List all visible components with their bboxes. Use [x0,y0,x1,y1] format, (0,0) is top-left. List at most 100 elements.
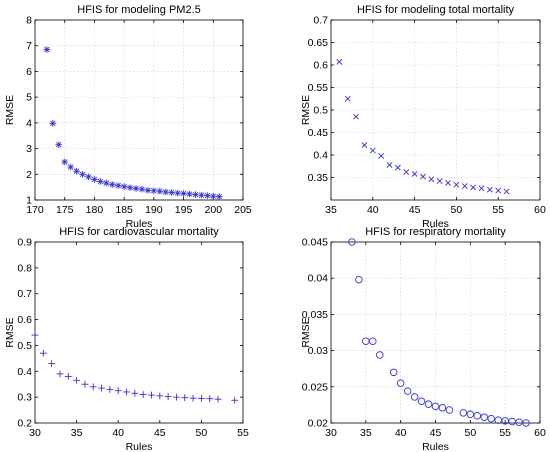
chart-1-ytick-label: 5 [26,92,32,104]
chart-4-point [473,412,482,420]
chart-3-point [81,380,89,388]
chart-1-point [215,193,223,200]
chart-1-point [209,192,217,200]
chart-1-ytick-label: 3 [26,143,32,155]
chart-2-ytick-label: 0.7 [313,15,328,27]
chart-4-xtick-label: 45 [430,427,442,439]
chart-1-ytick-label: 1 [26,195,32,207]
chart-4-point [348,238,356,246]
chart-3-xtick-label: 30 [29,427,41,439]
chart-1-point [162,188,170,196]
chart-1-title: HFIS for modeling PM2.5 [77,4,201,16]
chart-2-point [503,188,510,195]
chart-1-point [186,190,193,198]
chart-1-xtick-label: 200 [205,204,223,216]
chart-2-plot-area [331,20,540,200]
chart-1-ylabel: RMSE [4,95,16,125]
chart-1-point [103,179,110,187]
chart-1-point [108,181,116,188]
chart-4-point [522,419,530,427]
chart-3-point [123,388,130,396]
chart-2-point [394,164,401,171]
chart-2-point [361,142,368,149]
chart-1-point [43,46,51,53]
chart-3-point [106,385,114,393]
chart-4-ytick-label: 0.03 [308,345,329,357]
chart-1-point [126,184,134,191]
chart-2-point [411,170,418,177]
chart-4-ylabel: RMSE [300,317,312,347]
chart-4-point [396,379,405,387]
chart-1-point [91,176,98,183]
chart-1-point [150,187,158,195]
chart-1-ytick-label: 2 [26,169,32,181]
chart-4-point [480,413,489,421]
chart-3-xtick-label: 50 [196,427,208,439]
chart-2-ytick-label: 0.35 [308,172,329,184]
chart-3-ytick-label: 0.5 [17,340,32,352]
chart-3-point [231,396,239,404]
chart-2-xlabel: Rules [422,218,449,230]
chart-4-point [355,275,363,284]
chart-3-point [181,394,189,402]
chart-2-ytick-label: 0.45 [308,127,329,139]
chart-2-ytick-label: 0.4 [313,150,328,162]
chart-2-point [336,58,343,65]
chart-1-ytick-label: 7 [26,40,32,52]
chart-2-xtick-label: 60 [534,204,546,216]
chart-2-point [344,95,351,102]
chart-3-point [89,383,97,391]
chart-1-point [49,120,57,127]
chart-1-xtick-label: 170 [26,204,44,216]
chart-3-point [64,373,72,380]
chart-3-point [148,391,155,399]
chart-1-point [204,192,211,199]
chart-1-axes-frame [34,19,244,201]
chart-4-point [466,410,475,419]
chart-4-xtick-label: 50 [464,427,476,439]
chart-3-point [206,395,214,403]
chart-1-point [156,187,164,195]
chart-4-point [487,414,495,423]
chart-4-ytick-label: 0.045 [302,237,328,249]
chart-3-point [156,392,164,400]
chart-1-xlabel: Rules [126,218,153,230]
chart-1-point [132,185,140,192]
chart-2-point [378,152,385,159]
chart-4-point [431,402,440,411]
chart-3-ytick-label: 0.3 [17,392,32,404]
chart-1-point [61,158,69,166]
chart-3-point [31,331,39,339]
chart-2-xtick-label: 35 [325,204,337,216]
chart-3-ytick-label: 0.8 [17,262,32,274]
chart-1-xtick-label: 185 [115,204,133,216]
chart-3-point [189,394,197,402]
chart-1-point [144,186,152,194]
chart-2-ylabel: RMSE [300,95,312,125]
chart-2-ytick-label: 0.5 [313,105,328,117]
chart-4-xlabel: Rules [422,441,449,452]
chart-1-point [97,178,104,185]
chart-4-point [410,393,419,401]
chart-4-point [389,368,398,377]
chart-1-ytick-label: 8 [26,15,32,27]
chart-4-xtick-label: 60 [534,427,546,439]
chart-2-point [445,179,451,186]
chart-2-point [386,161,393,168]
chart-2-point [436,178,443,185]
chart-4-point [445,406,454,414]
chart-4-title: HFIS for respiratory mortality [365,226,506,238]
chart-3-xtick-label: 55 [237,427,249,439]
chart-4-plot-area [331,242,540,423]
chart-3-ytick-label: 0.2 [17,418,32,430]
chart-1-point [67,163,74,171]
chart-4-xtick-label: 40 [395,427,407,439]
chart-2-point [403,169,410,176]
chart-2-point [353,113,359,120]
chart-1-point [168,189,175,196]
chart-3-xtick-label: 35 [71,427,83,439]
chart-3-point [73,376,80,384]
chart-2-point [470,184,477,191]
chart-1-point [198,191,205,199]
chart-1-xtick-label: 205 [234,204,252,216]
